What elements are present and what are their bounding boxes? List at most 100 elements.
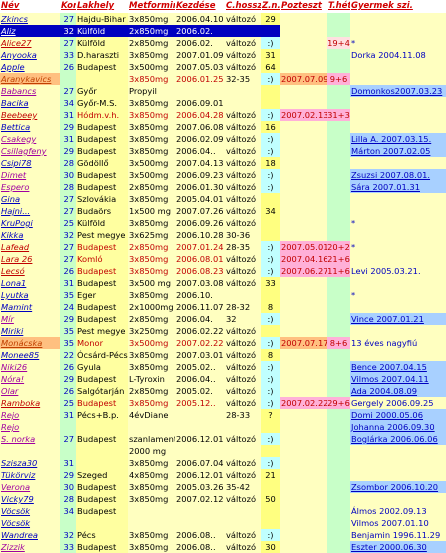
- table-row[interactable]: Lecsó 26 Budapest 3x850mg 2006.08.23 változó:…: [0, 265, 446, 277]
- column-header[interactable]: Kezdése: [175, 0, 225, 12]
- table-row[interactable]: Apple 26 Budapest 3x500mg 2007.05.03 változó 6…: [0, 61, 446, 73]
- table-row[interactable]: Bacika 34 Győr-M.S. 3x850mg 2006.09.01: [0, 97, 446, 109]
- table-row[interactable]: Kikka 32 Pest megye 3x625mg 2006.10.28 30-36: [0, 229, 446, 241]
- name-cell[interactable]: Alice27: [0, 37, 60, 49]
- column-header[interactable]: C.hossza: [225, 0, 261, 12]
- table-row[interactable]: Tükörviz 29 Szeged 4x850mg 2006.12.01 változó…: [0, 469, 446, 481]
- table-row[interactable]: Csipi78 28 Gödöllő 3x500mg 2007.04.13 változó…: [0, 157, 446, 169]
- table-row[interactable]: Vöcsök Vilmos 2007.01.10: [0, 517, 446, 529]
- name-cell[interactable]: Monee85: [0, 349, 60, 361]
- table-row[interactable]: Dimet 30 Budapest 3x500mg 2006.09.23 változó:…: [0, 169, 446, 181]
- table-row[interactable]: Csillagfeny 29 Budapest 3x850mg 2006.04.. vál…: [0, 145, 446, 157]
- name-cell[interactable]: Ramboka: [0, 397, 60, 409]
- name-cell[interactable]: Dimet: [0, 169, 60, 181]
- table-row[interactable]: Csakegy 31 Budapest 3x850mg 2006.02.09 változ…: [0, 133, 446, 145]
- table-row[interactable]: Nóra! 29 Budapest L-Tyroxin 2006.04.. változó…: [0, 373, 446, 385]
- table-row[interactable]: Monácska 35 Monor 3x500mg 2007.02.22 változó:…: [0, 337, 446, 349]
- column-header[interactable]: Név: [0, 0, 60, 12]
- name-cell[interactable]: Verona: [0, 481, 60, 493]
- table-row[interactable]: Hajni... 27 Budaörs 1x500 mg 2007.07.26 válto…: [0, 205, 446, 217]
- table-row[interactable]: Miriki 35 Pest megye 3x250mg 2006.02.22 válto…: [0, 325, 446, 337]
- table-row[interactable]: Wandrea 32 Pécs 3x850mg 2006.08.. változó:) Be…: [0, 529, 446, 541]
- column-header[interactable]: Lakhely: [76, 0, 128, 12]
- name-cell[interactable]: Espero: [0, 181, 60, 193]
- table-row[interactable]: Szisza30 31 3x850mg 2006.07.04 változó:): [0, 457, 446, 469]
- name-cell[interactable]: Csakegy: [0, 133, 60, 145]
- table-row[interactable]: Beebeey 31 Hódm.v.h. 3x850mg 2006.04.28 válto…: [0, 109, 446, 121]
- name-cell[interactable]: Lafead: [0, 241, 60, 253]
- name-cell[interactable]: Beebeey: [0, 109, 60, 121]
- table-row[interactable]: Espero 28 Budapest 2x850mg 2006.01.30 változó…: [0, 181, 446, 193]
- name-cell[interactable]: Anyooka: [0, 49, 60, 61]
- table-row[interactable]: Monee85 22 Ócsárd-Pécs 3x850mg 2007.03.01 vál…: [0, 349, 446, 361]
- name-cell[interactable]: Zizzik: [0, 541, 60, 553]
- table-row[interactable]: Rejo Johanna 2006.09.30: [0, 421, 446, 433]
- name-cell[interactable]: S. norka: [0, 433, 60, 445]
- table-row[interactable]: Zizzik 33 Budapest 3x850mg 2006.08.. változó 3…: [0, 541, 446, 553]
- name-cell[interactable]: Gina: [0, 193, 60, 205]
- name-cell[interactable]: Aranykavics: [0, 73, 60, 85]
- table-row[interactable]: Babancs 27 Győr Propyil Domonkos2007.03.23: [0, 85, 446, 97]
- name-cell[interactable]: Apple: [0, 61, 60, 73]
- name-cell[interactable]: Lecsó: [0, 265, 60, 277]
- name-cell[interactable]: Csipi78: [0, 157, 60, 169]
- name-cell[interactable]: Csillagfeny: [0, 145, 60, 157]
- name-cell[interactable]: Zkincs: [0, 13, 60, 25]
- column-header[interactable]: Metformin: [128, 0, 175, 12]
- table-row[interactable]: Niki26 26 Gyula 3x850mg 2005.02.. változó:) Be…: [0, 361, 446, 373]
- table-row[interactable]: Bettica 29 Budapest 3x850mg 2007.06.08 változ…: [0, 121, 446, 133]
- name-cell[interactable]: Aliz: [0, 25, 60, 37]
- table-row[interactable]: Lara 26 27 Komló 3x850mg 2006.08.01 változó:)…: [0, 253, 446, 265]
- name-cell[interactable]: Vöcsök: [0, 505, 60, 517]
- table-row[interactable]: Mír 29 Budapest 2x850mg 2006.04. 32:) Vince 20…: [0, 313, 446, 325]
- name-cell[interactable]: Bacika: [0, 97, 60, 109]
- table-row[interactable]: KruPogi 25 Külföld 3x850mg 2006.09.26 változó…: [0, 217, 446, 229]
- name-cell[interactable]: Kikka: [0, 229, 60, 241]
- table-row[interactable]: Anyooka 33 D.haraszti 3x850mg 2007.01.09 vált…: [0, 49, 446, 61]
- name-cell[interactable]: Lyutka: [0, 289, 60, 301]
- table-row[interactable]: Gina 27 Szlovákia 3x850mg 2005.04.01 változó: [0, 193, 446, 205]
- name-cell[interactable]: Bettica: [0, 121, 60, 133]
- table-row[interactable]: Zkincs 27 Hajdu-Bihar 3x850mg 2006.04.10 vált…: [0, 13, 446, 25]
- name-cell[interactable]: Rejo: [0, 409, 60, 421]
- name-cell[interactable]: Mamint: [0, 301, 60, 313]
- table-row[interactable]: Lona1 31 Budapest 3x500 mg 2007.03.08 változó…: [0, 277, 446, 289]
- name-cell[interactable]: Babancs: [0, 85, 60, 97]
- table-row[interactable]: Vicky79 28 Budapest 3x850mg 2007.02.12 változ…: [0, 493, 446, 505]
- table-row[interactable]: Mamint 24 Budapest 2x1000mg 2006.11.07 28-32 8: [0, 301, 446, 313]
- column-header[interactable]: Gyermek szi.: [350, 0, 446, 12]
- table-row[interactable]: Lyutka 35 Eger 3x850mg 2006.10. *: [0, 289, 446, 301]
- table-row[interactable]: S. norka 27 Budapest szanlament 2006.12.01 vá…: [0, 433, 446, 445]
- name-cell[interactable]: Nóra!: [0, 373, 60, 385]
- table-row[interactable]: Rejo 31 Pécs+B.p. 4évDiane 28-33? Domi 2000.0…: [0, 409, 446, 421]
- name-cell[interactable]: Miriki: [0, 325, 60, 337]
- table-row[interactable]: Ramboka 25 Budapest 3x850mg 2005.12.. változó…: [0, 397, 446, 409]
- name-cell[interactable]: Rejo: [0, 421, 60, 433]
- name-cell[interactable]: Vöcsök: [0, 517, 60, 529]
- name-cell[interactable]: Lona1: [0, 277, 60, 289]
- name-cell[interactable]: Wandrea: [0, 529, 60, 541]
- name-cell[interactable]: Monácska: [0, 337, 60, 349]
- name-cell[interactable]: Hajni...: [0, 205, 60, 217]
- table-row[interactable]: Vöcsök 34 Budapest Álmos 2002.09.13: [0, 505, 446, 517]
- name-cell[interactable]: Szisza30: [0, 457, 60, 469]
- name-cell[interactable]: Lara 26: [0, 253, 60, 265]
- column-header[interactable]: Pozteszt: [280, 0, 327, 12]
- table-row[interactable]: Aranykavics 3x850mg 2006.01.25 32-35:) 2007.…: [0, 73, 446, 85]
- column-header[interactable]: Kor: [60, 0, 76, 12]
- name-cell[interactable]: Olar: [0, 385, 60, 397]
- table-row[interactable]: Verona 30 Budapest 3x850mg 2005.03.26 35-42 Zs…: [0, 481, 446, 493]
- name-cell[interactable]: Tükörviz: [0, 469, 60, 481]
- name-cell[interactable]: Vicky79: [0, 493, 60, 505]
- column-header[interactable]: Z.n.: [261, 0, 280, 12]
- table-row[interactable]: Alice27 27 Külföld 2x850mg 2006.02. változó:)…: [0, 37, 446, 49]
- name-cell[interactable]: Mír: [0, 313, 60, 325]
- table-row[interactable]: Lafead 27 Budapest 2x850mg 2007.01.24 28-35:)…: [0, 241, 446, 253]
- table-row[interactable]: 2000 mg: [0, 445, 446, 457]
- table-row[interactable]: Aliz 32 Külföld 2x850mg 2006.02.: [0, 25, 446, 37]
- name-cell[interactable]: Niki26: [0, 361, 60, 373]
- table-row[interactable]: Olar 26 Salgótarján 2x850mg 2005.02. változó:…: [0, 385, 446, 397]
- name-cell[interactable]: KruPogi: [0, 217, 60, 229]
- column-header[interactable]: T.hét: [327, 0, 350, 12]
- name-cell[interactable]: [0, 445, 60, 457]
